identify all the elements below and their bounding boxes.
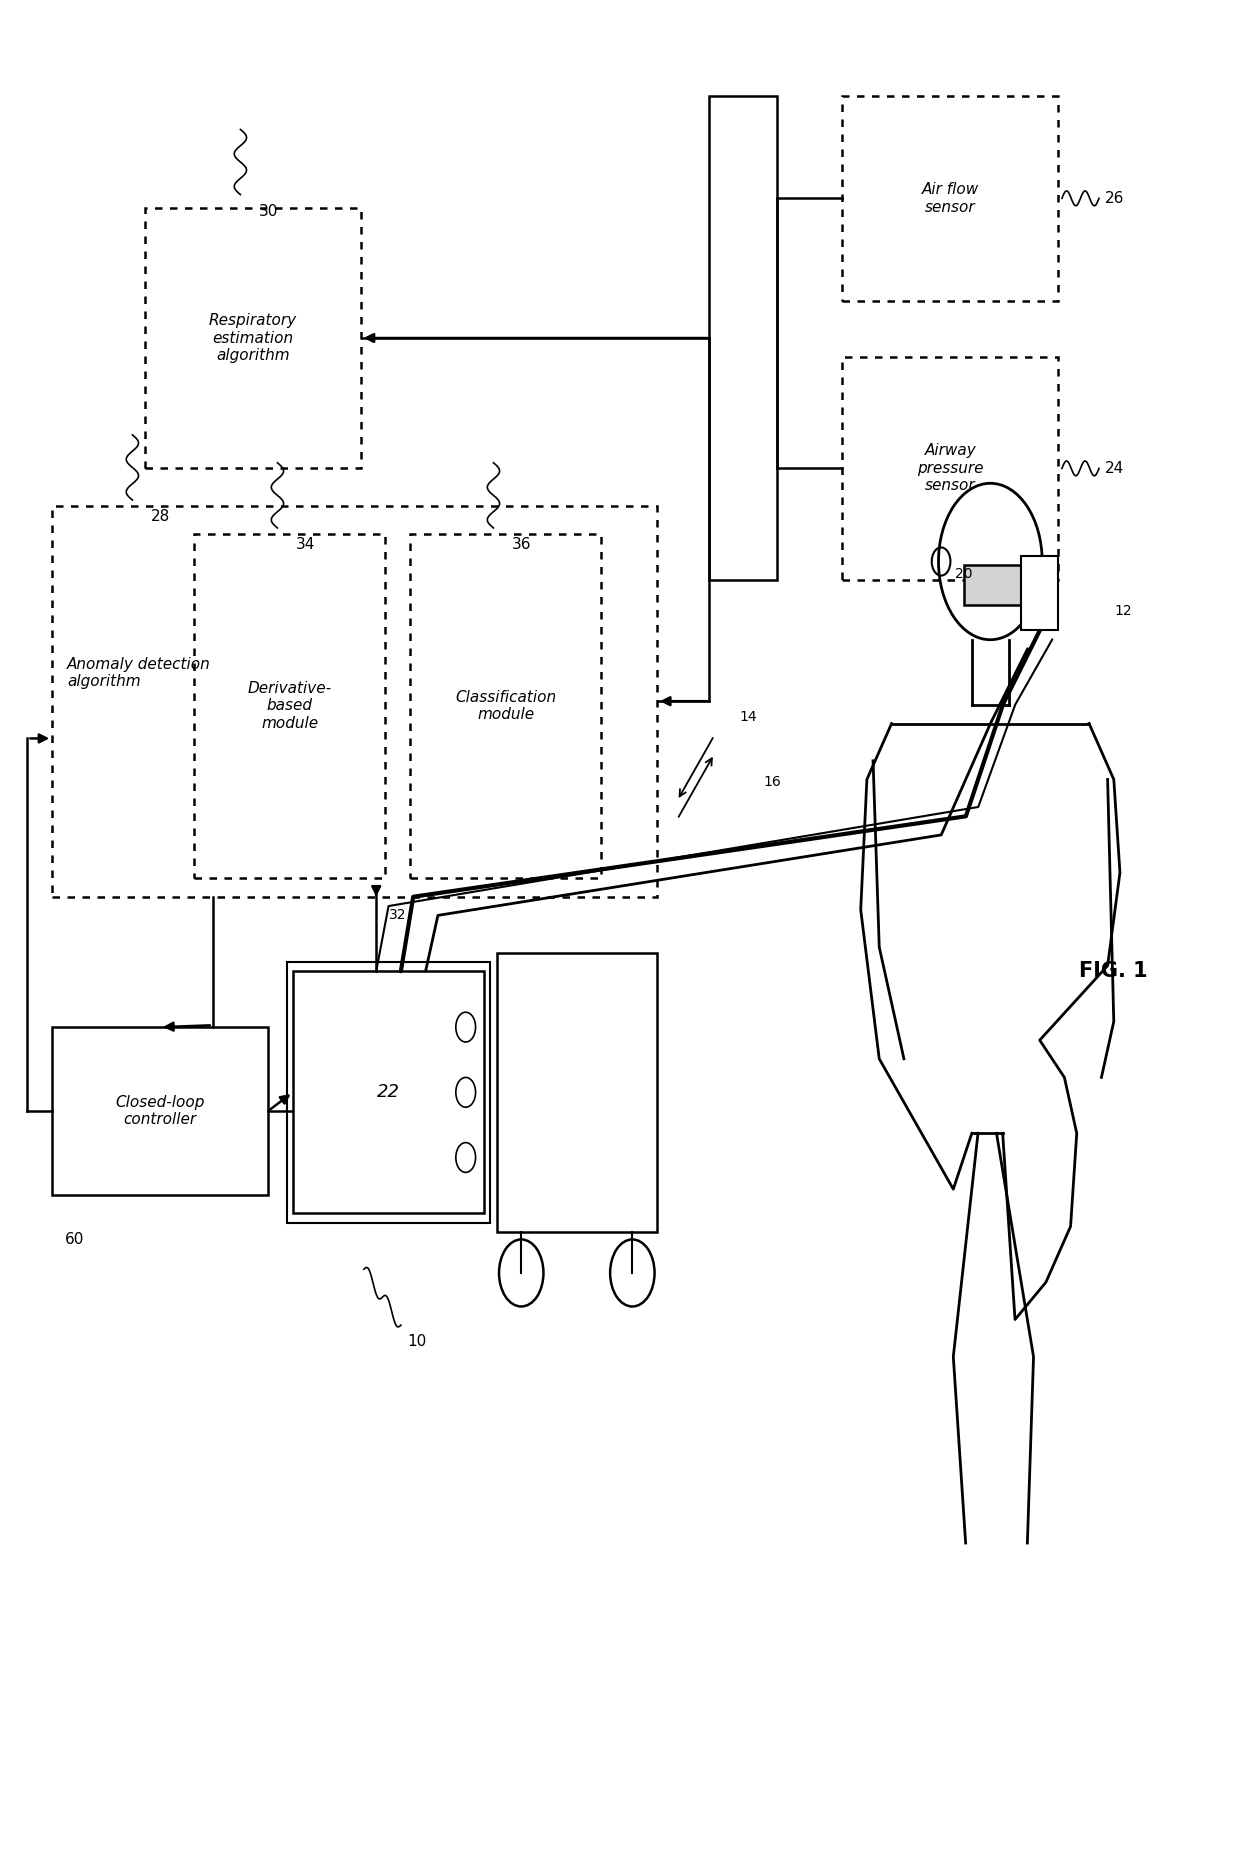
Text: 60: 60: [64, 1233, 84, 1248]
FancyBboxPatch shape: [1022, 555, 1059, 630]
Text: Classification
module: Classification module: [455, 689, 557, 723]
FancyBboxPatch shape: [410, 534, 601, 878]
Text: Airway
pressure
sensor: Airway pressure sensor: [916, 443, 983, 493]
FancyBboxPatch shape: [496, 953, 657, 1233]
Text: 12: 12: [1114, 605, 1132, 618]
FancyBboxPatch shape: [709, 95, 776, 581]
Text: 10: 10: [407, 1334, 427, 1349]
Text: 30: 30: [259, 204, 278, 219]
FancyBboxPatch shape: [293, 971, 484, 1214]
Text: 24: 24: [1105, 461, 1125, 476]
FancyBboxPatch shape: [842, 357, 1058, 581]
Text: 28: 28: [151, 510, 170, 525]
Text: Derivative-
based
module: Derivative- based module: [248, 682, 332, 730]
Text: 32: 32: [388, 908, 405, 923]
FancyBboxPatch shape: [145, 207, 361, 469]
FancyBboxPatch shape: [842, 95, 1058, 301]
Text: FIG. 1: FIG. 1: [1080, 962, 1148, 981]
Text: 14: 14: [739, 710, 756, 723]
Text: 36: 36: [512, 538, 532, 553]
Text: 16: 16: [764, 775, 781, 788]
Text: Anomaly detection
algorithm: Anomaly detection algorithm: [67, 658, 211, 689]
FancyBboxPatch shape: [195, 534, 386, 878]
Text: Respiratory
estimation
algorithm: Respiratory estimation algorithm: [208, 314, 296, 362]
Text: Closed-loop
controller: Closed-loop controller: [115, 1095, 205, 1126]
Text: 34: 34: [296, 538, 315, 553]
Text: Air flow
sensor: Air flow sensor: [921, 183, 978, 215]
FancyBboxPatch shape: [52, 506, 657, 897]
FancyBboxPatch shape: [965, 566, 1022, 605]
Text: 26: 26: [1105, 191, 1125, 205]
FancyBboxPatch shape: [52, 1027, 268, 1196]
Text: 22: 22: [377, 1083, 401, 1102]
Text: 20: 20: [955, 568, 972, 581]
